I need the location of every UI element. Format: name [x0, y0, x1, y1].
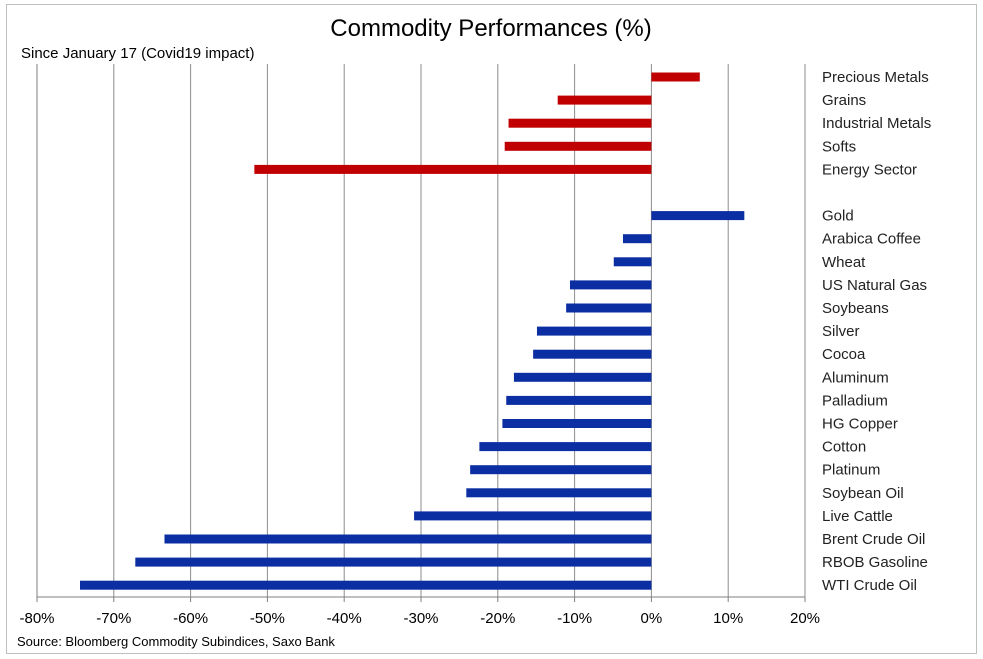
category-label-industrial-metals: Industrial Metals — [822, 115, 931, 132]
category-label-wti-crude-oil: WTI Crude Oil — [822, 577, 917, 594]
bar-energy-sector — [254, 164, 652, 174]
x-tick-label: -10% — [557, 610, 592, 627]
x-tick-label: 20% — [790, 610, 820, 627]
category-label-arabica-coffee: Arabica Coffee — [822, 231, 921, 248]
category-label-wheat: Wheat — [822, 254, 866, 271]
x-tick-label: -20% — [480, 610, 515, 627]
bar-wheat — [613, 257, 652, 267]
bar-hg-copper — [502, 419, 652, 428]
category-label-us-natural-gas: US Natural Gas — [822, 277, 927, 294]
bar-brent-crude-oil — [164, 534, 652, 544]
bar-cocoa — [533, 349, 652, 359]
category-label-aluminum: Aluminum — [822, 369, 889, 386]
category-label-rbob-gasoline: RBOB Gasoline — [822, 554, 928, 571]
bar-live-cattle — [414, 511, 652, 521]
bar-soybeans — [566, 303, 652, 313]
category-label-energy-sector: Energy Sector — [822, 161, 917, 178]
x-axis: -80% -70% -60% -50% -40% -30% -20% -10% 0% 10% 20% — [19, 64, 820, 627]
category-label-live-cattle: Live Cattle — [822, 508, 893, 525]
x-tick-label: -60% — [173, 610, 208, 627]
bar-gold — [651, 211, 745, 221]
x-tick-label: 0% — [641, 610, 663, 627]
category-label-cocoa: Cocoa — [822, 346, 866, 363]
bar-arabica-coffee — [622, 234, 652, 244]
bar-grains — [557, 95, 652, 105]
category-labels: Precious Metals Grains Industrial Metals So… — [822, 69, 931, 594]
x-tick-label: -30% — [403, 610, 438, 627]
x-tick-label: 10% — [713, 610, 743, 627]
bar-palladium — [506, 395, 652, 405]
bar-soybean-oil — [466, 488, 652, 498]
bar-wti-crude-oil — [80, 580, 652, 590]
chart-source: Source: Bloomberg Commodity Subindices, … — [17, 634, 335, 649]
x-tick-label: -80% — [19, 610, 54, 627]
category-label-precious-metals: Precious Metals — [822, 69, 929, 86]
chart-title: Commodity Performances (%) — [330, 15, 651, 42]
bar-cotton — [479, 442, 652, 452]
bar-us-natural-gas — [569, 280, 652, 290]
bar-softs — [504, 141, 652, 151]
category-label-gold: Gold — [822, 208, 854, 225]
x-tick-label: -70% — [96, 610, 131, 627]
bar-precious-metals — [651, 72, 700, 82]
chart-subtitle: Since January 17 (Covid19 impact) — [21, 45, 254, 62]
bar-silver — [536, 326, 652, 336]
x-tick-label: -40% — [327, 610, 362, 627]
bar-rbob-gasoline — [135, 557, 652, 567]
x-tick-label: -50% — [250, 610, 285, 627]
category-label-brent-crude-oil: Brent Crude Oil — [822, 531, 925, 548]
category-label-softs: Softs — [822, 138, 856, 155]
category-label-hg-copper: HG Copper — [822, 416, 898, 433]
category-label-platinum: Platinum — [822, 462, 880, 479]
category-label-cotton: Cotton — [822, 439, 866, 456]
category-label-palladium: Palladium — [822, 392, 888, 409]
bars — [80, 72, 745, 590]
category-label-soybean-oil: Soybean Oil — [822, 485, 904, 502]
category-label-grains: Grains — [822, 92, 866, 109]
chart-frame — [6, 4, 977, 654]
bar-aluminum — [513, 372, 652, 382]
gridlines — [113, 64, 806, 597]
category-label-silver: Silver — [822, 323, 860, 340]
bar-industrial-metals — [508, 118, 652, 128]
category-label-soybeans: Soybeans — [822, 300, 889, 317]
bar-platinum — [470, 465, 652, 475]
